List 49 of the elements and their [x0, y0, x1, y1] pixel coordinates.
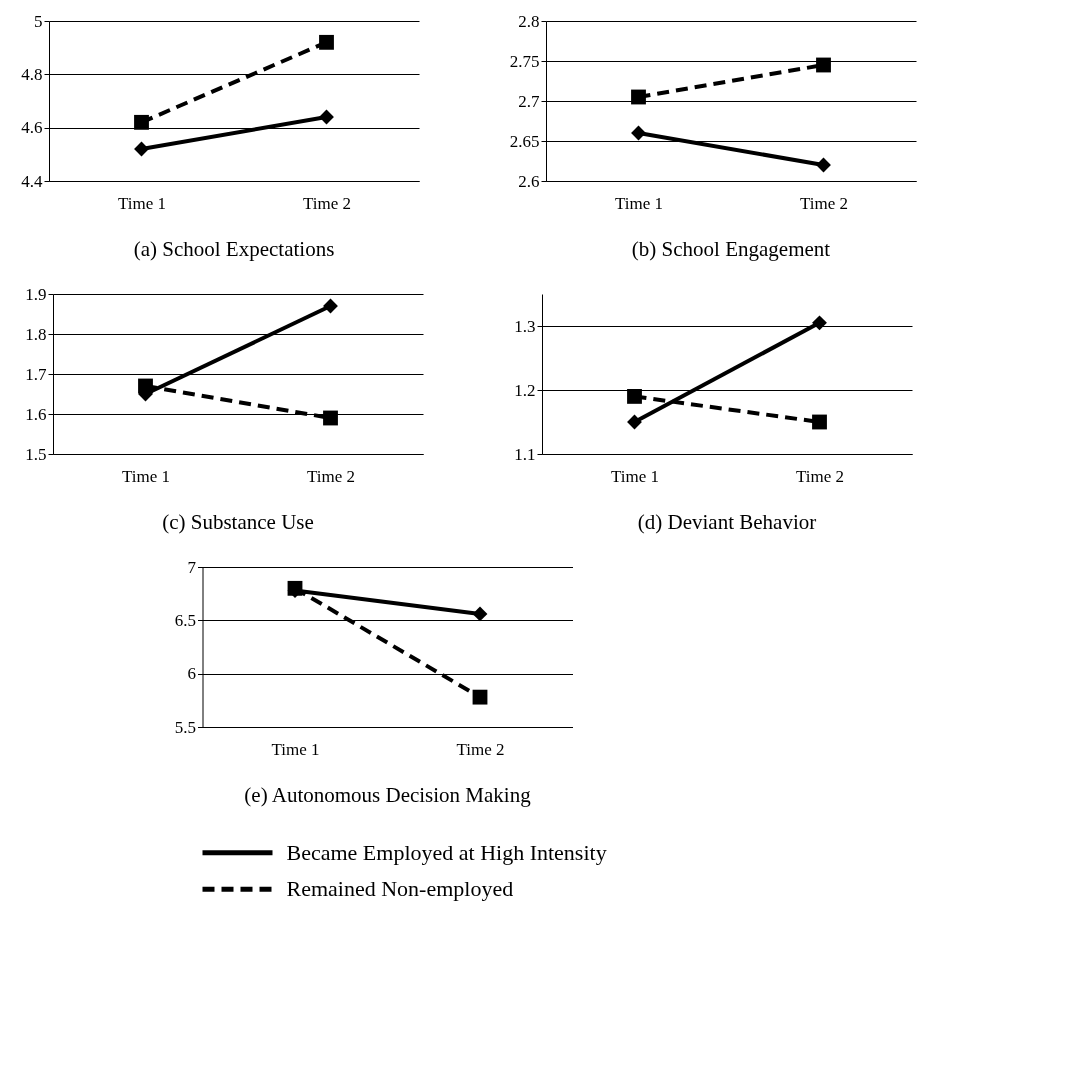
point	[812, 414, 827, 430]
y-tick-label: 2.65	[509, 131, 540, 151]
y-tick-label: 4.8	[21, 64, 43, 84]
y-tick-label: 1.9	[25, 284, 47, 304]
text: (d) Deviant Behavior	[637, 510, 817, 534]
text: (e) Autonomous Decision Making	[244, 783, 532, 807]
y-tick-label: 1.3	[514, 316, 536, 336]
legend-label: Became Employed at High Intensity	[286, 839, 607, 865]
x-tick-label: Time 1	[614, 193, 664, 213]
y-tick-label: 7	[187, 557, 197, 577]
y-tick-label: 1.2	[514, 380, 536, 400]
y-tick-label: 2.75	[509, 51, 540, 71]
legend-label: Remained Non-employed	[286, 876, 514, 902]
point	[816, 57, 831, 73]
y-tick-label: 1.8	[25, 324, 47, 344]
x-tick-label: Time 2	[456, 739, 505, 759]
y-tick-label: 1.7	[25, 364, 47, 384]
point	[319, 34, 334, 50]
y-tick-label: 5	[34, 11, 43, 31]
x-tick-label: Time 1	[271, 739, 320, 759]
y-tick-label: 1.6	[25, 404, 47, 424]
point	[138, 378, 153, 394]
y-tick-label: 2.6	[518, 171, 540, 191]
y-tick-label: 4.6	[21, 118, 43, 138]
y-tick-label: 5.5	[174, 717, 196, 737]
y-tick-label: 6.5	[174, 610, 196, 630]
x-tick-label: Time 2	[302, 193, 352, 213]
y-tick-label: 2.7	[518, 91, 540, 111]
x-tick-label: Time 1	[610, 466, 660, 486]
point	[323, 410, 338, 426]
point	[472, 606, 488, 622]
x-tick-label: Time 1	[121, 466, 171, 486]
x-tick-label: Time 1	[117, 193, 167, 213]
y-tick-label: 1.5	[25, 444, 47, 464]
point	[627, 388, 642, 404]
y-tick-label: 4.4	[21, 171, 43, 191]
point	[812, 315, 827, 331]
y-tick-label: 6	[187, 664, 196, 684]
text: (b) School Engagement	[631, 237, 831, 261]
x-tick-label: Time 2	[306, 466, 356, 486]
x-tick-label: Time 2	[795, 466, 845, 486]
point	[134, 114, 149, 130]
y-tick-label: 2.8	[518, 11, 540, 31]
point	[472, 689, 488, 705]
point	[631, 89, 646, 105]
text: (c) Substance Use	[162, 510, 314, 534]
x-tick-label: Time 2	[799, 193, 849, 213]
y-tick-label: 1.1	[514, 444, 536, 464]
text: (a) School Expectations	[133, 237, 335, 261]
